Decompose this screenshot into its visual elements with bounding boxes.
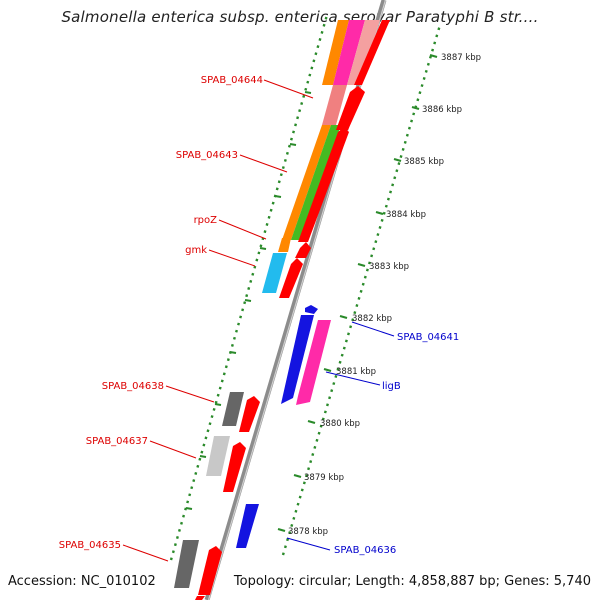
gene-red (336, 86, 365, 130)
outer-dash (274, 195, 282, 198)
gene-label: SPAB_04635 (59, 540, 121, 551)
scale-tick (293, 473, 302, 479)
scale-label: 3883 kbp (369, 262, 409, 272)
genome-summary: Topology: circular; Length: 4,858,887 bp… (233, 574, 591, 589)
gene-label: SPAB_04638 (102, 381, 164, 392)
gene-label: ligB (382, 381, 401, 392)
gene-lightgray (206, 436, 230, 476)
scale-label: 3887 kbp (441, 53, 481, 63)
scale-tick (323, 367, 332, 373)
outer-dash (229, 351, 237, 354)
scale-label: 3885 kbp (404, 157, 444, 167)
gene-red (198, 546, 222, 595)
gene-darkgray (174, 540, 199, 588)
callout-line (218, 219, 267, 240)
scale-tick (429, 53, 438, 59)
gene-label: SPAB_04643 (176, 150, 238, 161)
gene-red (354, 20, 390, 85)
accession-text: Accession: NC_010102 (8, 574, 156, 589)
scale-tick (411, 105, 420, 111)
callout-line (325, 371, 381, 386)
callout-line (122, 544, 169, 562)
scale-tick (375, 210, 384, 216)
callout-line (286, 537, 331, 551)
gene-label: SPAB_04637 (86, 436, 148, 447)
gene-darkgray (222, 392, 244, 426)
callout-line (208, 249, 256, 267)
outer-dash (289, 143, 297, 146)
feature-band-orange-mid (282, 125, 331, 240)
outer-dash (244, 299, 252, 302)
gene-red-tip (195, 596, 205, 600)
feature-band-salmon-top (347, 20, 380, 85)
callout-line (239, 154, 288, 173)
gene-blue-small (305, 305, 318, 314)
gene-label: SPAB_04644 (201, 75, 263, 86)
outer-dash (199, 455, 207, 458)
scale-tick (357, 262, 366, 268)
scale-label: 3886 kbp (422, 105, 462, 115)
gene-pink (296, 320, 331, 405)
outer-dash (304, 91, 312, 94)
outer-dash (214, 403, 222, 406)
callout-line (149, 440, 197, 459)
callout-line (263, 79, 314, 99)
feature-band-orange (322, 20, 349, 85)
gene-blue (281, 315, 314, 404)
callout-line (351, 321, 395, 337)
gene-red (223, 442, 246, 492)
gene-label: SPAB_04641 (397, 332, 459, 343)
scale-tick (393, 157, 402, 163)
outer-dotted-line (169, 14, 329, 561)
scale-tick (277, 527, 286, 533)
feature-band-green (291, 125, 341, 240)
outer-line-dashes (185, 91, 312, 510)
gene-label: rpoZ (194, 215, 218, 226)
feature-band-salmon (322, 85, 347, 125)
scale-label: 3882 kbp (352, 314, 392, 324)
gene-orange-small (278, 238, 291, 252)
outer-dash (259, 247, 267, 250)
scale-label: 3881 kbp (336, 367, 376, 377)
gene-red (295, 242, 311, 258)
scale-label: 3884 kbp (386, 210, 426, 220)
gene-label: gmk (185, 245, 207, 256)
scale-tick (339, 314, 348, 320)
scale-label: 3879 kbp (304, 473, 344, 483)
gene-red (298, 127, 349, 242)
gene-label: SPAB_04636 (334, 545, 396, 556)
scale-label: 3880 kbp (320, 419, 360, 429)
scale-tick (307, 419, 316, 425)
callout-line (165, 385, 215, 403)
feature-band-pink (333, 20, 365, 85)
inner-dotted-line (281, 24, 442, 556)
outer-dash (185, 507, 193, 510)
gene-red (239, 396, 260, 432)
gene-cyan (262, 253, 287, 293)
genome-title: Salmonella enterica subsp. enterica sero… (61, 8, 539, 26)
gene-red (279, 258, 303, 298)
inner-line-ticks (277, 53, 438, 533)
scale-label: 3878 kbp (288, 527, 328, 537)
gene-blue (236, 504, 259, 548)
